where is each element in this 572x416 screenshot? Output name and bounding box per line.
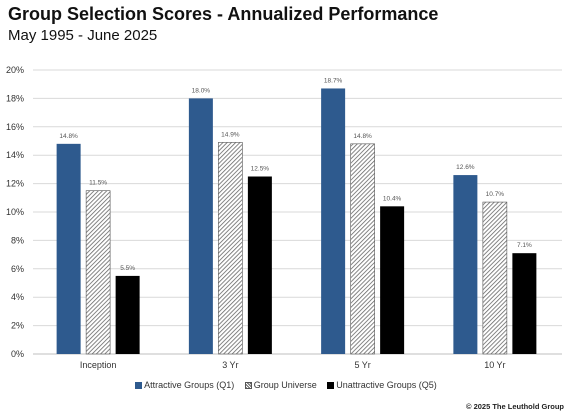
legend-item-attractive: Attractive Groups (Q1) — [135, 380, 234, 390]
value-label: 10.4% — [383, 195, 402, 202]
bar-attractive — [56, 143, 81, 354]
value-labels: 14.8% 11.5% 5.5% 18.0% 14.9% 12.5% 18.7% 14.8% 1… — [59, 77, 532, 271]
bar-attractive — [321, 88, 346, 355]
value-label: 14.9% — [221, 131, 240, 138]
legend-swatch-attractive — [135, 382, 143, 389]
value-label: 11.5% — [89, 180, 107, 187]
value-label: 18.0% — [192, 87, 211, 94]
bar-unattractive — [115, 275, 140, 354]
bar-unattractive — [512, 253, 537, 354]
legend-swatch-universe — [244, 382, 252, 389]
y-tick-label: 16% — [6, 122, 24, 132]
y-axis-ticks: 0% 2% 4% 6% 8% 10% 12% 14% 16% 18% 20% — [6, 65, 24, 359]
legend-item-unattractive: Unattractive Groups (Q5) — [327, 380, 437, 390]
x-tick-label: 5 Yr — [354, 360, 370, 370]
y-tick-label: 6% — [11, 264, 24, 274]
value-label: 12.6% — [456, 164, 475, 171]
y-tick-label: 12% — [6, 179, 24, 189]
legend-swatch-unattractive — [327, 382, 335, 389]
copyright-text: © 2025 The Leuthold Group — [465, 402, 564, 411]
chart-subtitle: May 1995 - June 2025 — [8, 27, 158, 44]
bar-attractive — [453, 175, 478, 354]
value-label: 14.8% — [59, 133, 78, 140]
y-tick-label: 18% — [6, 93, 24, 103]
bar-attractive — [188, 98, 213, 355]
bar-unattractive — [247, 176, 272, 354]
bar-universe — [85, 190, 111, 355]
value-label: 12.5% — [251, 166, 270, 173]
value-label: 18.7% — [324, 77, 343, 84]
y-tick-label: 14% — [6, 150, 24, 160]
y-tick-label: 4% — [11, 292, 24, 302]
y-tick-label: 10% — [6, 207, 24, 217]
bar-unattractive — [380, 206, 405, 354]
value-label: 7.1% — [517, 242, 532, 249]
value-label: 10.7% — [486, 191, 505, 198]
legend-label-attractive: Attractive Groups (Q1) — [144, 380, 235, 390]
chart-title: Group Selection Scores - Annualized Perf… — [8, 4, 439, 24]
value-label: 14.8% — [353, 133, 372, 140]
legend-item-universe: Group Universe — [244, 380, 317, 390]
x-tick-label: 10 Yr — [484, 360, 505, 370]
bar-universe — [218, 142, 243, 355]
bar-universe — [350, 143, 375, 355]
legend: Attractive Groups (Q1) Group Universe Un… — [0, 380, 572, 390]
x-axis-ticks: Inception 3 Yr 5 Yr 10 Yr — [80, 360, 506, 370]
x-tick-label: 3 Yr — [222, 360, 238, 370]
y-tick-label: 20% — [6, 65, 24, 75]
y-tick-label: 8% — [11, 235, 24, 245]
x-tick-label: Inception — [80, 360, 117, 370]
legend-label-unattractive: Unattractive Groups (Q5) — [336, 380, 437, 390]
legend-label-universe: Group Universe — [253, 380, 317, 390]
y-tick-label: 0% — [11, 349, 24, 359]
bar-universe — [482, 201, 508, 355]
y-tick-label: 2% — [11, 321, 24, 331]
value-label: 5.5% — [120, 265, 135, 272]
bars — [56, 88, 537, 355]
